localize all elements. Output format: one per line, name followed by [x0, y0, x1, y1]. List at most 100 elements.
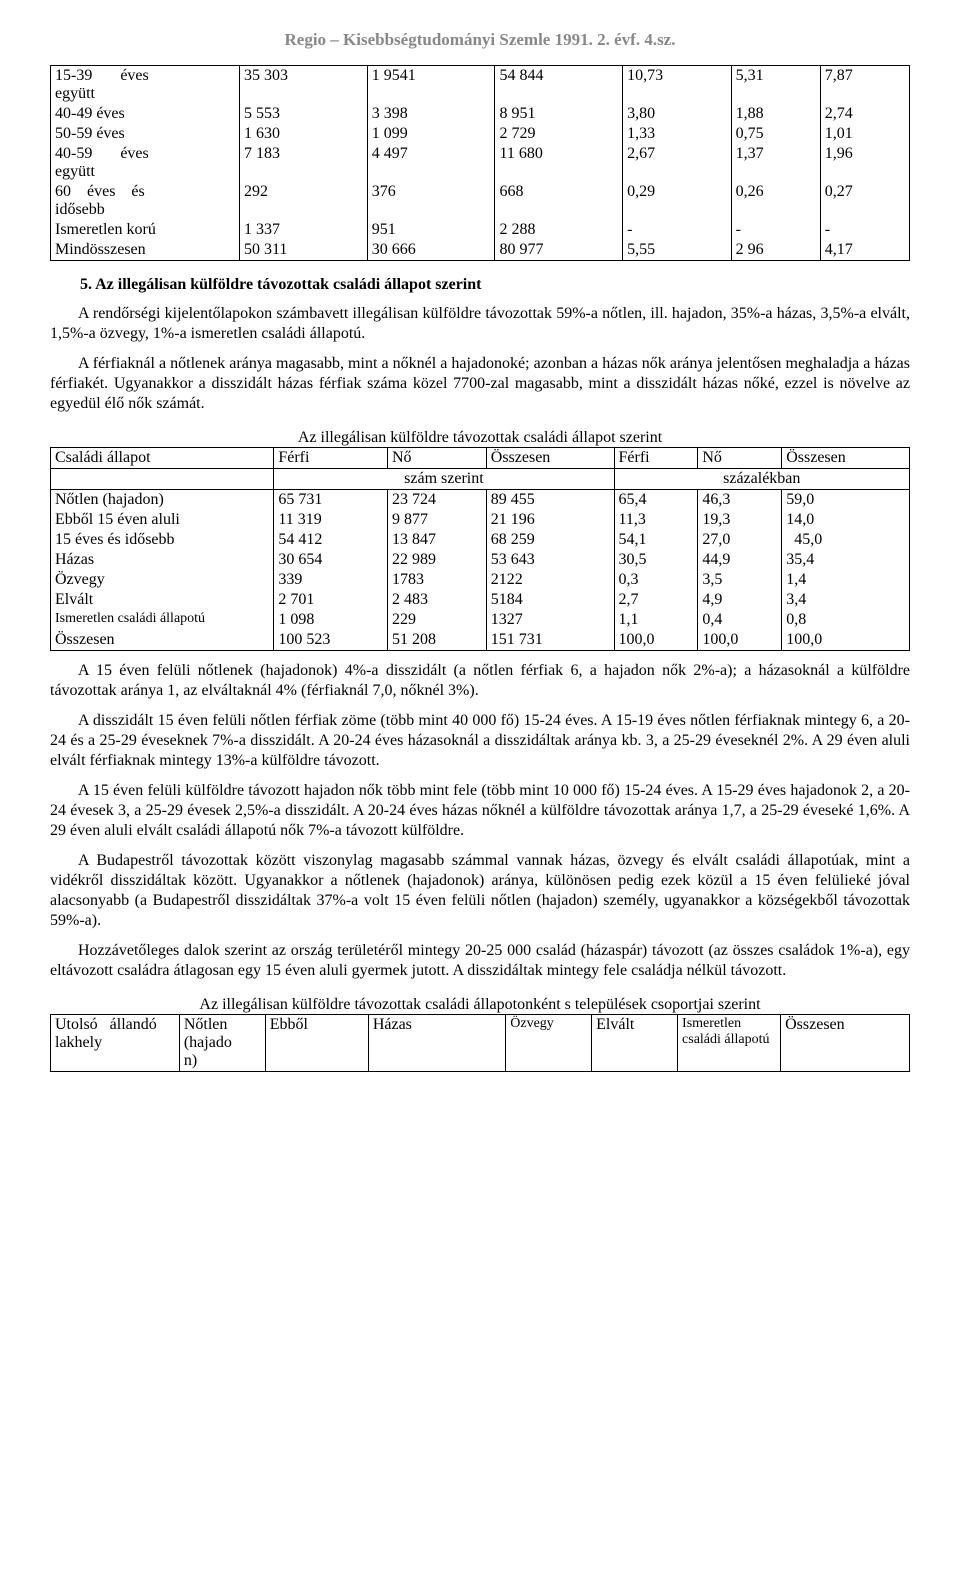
t2-r3c0: Házas: [51, 550, 274, 570]
t2-r3c3: 53 643: [486, 550, 614, 570]
t1-r0c3: 54 844: [495, 66, 623, 105]
t2-r3c2: 22 989: [388, 550, 487, 570]
t2-r0c3: 89 455: [486, 490, 614, 511]
t3-h7: Összesen: [781, 1015, 910, 1072]
t2-r5c0: Elvált: [51, 590, 274, 610]
t1-r6c1: 50 311: [239, 240, 367, 261]
t2-r7c0: Összesen: [51, 630, 274, 651]
t1-r1c2: 3 398: [367, 104, 495, 124]
t1-r2c5: 0,75: [731, 124, 820, 144]
t1-r1c6: 2,74: [820, 104, 909, 124]
t1-r3c0: 40-59 éves együtt: [51, 144, 240, 182]
t1-r1c0: 40-49 éves: [51, 104, 240, 124]
t1-r2c6: 1,01: [820, 124, 909, 144]
t1-r3c2: 4 497: [367, 144, 495, 182]
t1-r5c0: Ismeretlen korú: [51, 220, 240, 240]
t2-r6c3: 1327: [486, 610, 614, 630]
t2-r2c1: 54 412: [274, 530, 388, 550]
t3-h5: Elvált: [592, 1015, 678, 1072]
t1-r0c2: 1 9541: [367, 66, 495, 105]
t2-r1c1: 11 319: [274, 510, 388, 530]
t1-r0c6: 7,87: [820, 66, 909, 105]
t2-r1c0: Ebből 15 éven aluli: [51, 510, 274, 530]
t1-r3c6: 1,96: [820, 144, 909, 182]
t2-sub2: százalékban: [614, 469, 910, 490]
t2-r1c6: 14,0: [782, 510, 910, 530]
t1-r4c2: 376: [367, 182, 495, 220]
t1-r4c3: 668: [495, 182, 623, 220]
t2-r4c1: 339: [274, 570, 388, 590]
t2-r0c4: 65,4: [614, 490, 698, 511]
t2-r6c0: Ismeretlen családi állapotú: [51, 610, 274, 630]
t2-r7c6: 100,0: [782, 630, 910, 651]
t2-r6c2: 229: [388, 610, 487, 630]
t2-r4c2: 1783: [388, 570, 487, 590]
table3-caption: Az illegálisan külföldre távozottak csal…: [50, 996, 910, 1014]
t2-r4c6: 1,4: [782, 570, 910, 590]
t1-r0c5: 5,31: [731, 66, 820, 105]
t2-r0c6: 59,0: [782, 490, 910, 511]
t3-h3: Házas: [368, 1015, 505, 1072]
t1-r0c1: 35 303: [239, 66, 367, 105]
t2-r2c3: 68 259: [486, 530, 614, 550]
t1-r0c4: 10,73: [623, 66, 731, 105]
t3-h4: Özvegy: [506, 1015, 592, 1072]
t1-r6c2: 30 666: [367, 240, 495, 261]
t2-r0c5: 46,3: [698, 490, 782, 511]
t2-r5c5: 4,9: [698, 590, 782, 610]
t1-r5c5: -: [731, 220, 820, 240]
t1-r5c2: 951: [367, 220, 495, 240]
t2-r0c2: 23 724: [388, 490, 487, 511]
t2-r5c1: 2 701: [274, 590, 388, 610]
t2-r7c3: 151 731: [486, 630, 614, 651]
t1-r2c4: 1,33: [623, 124, 731, 144]
t2-r2c6: 45,0: [782, 530, 910, 550]
t1-r2c0: 50-59 éves: [51, 124, 240, 144]
body-p3: A 15 éven felüli külföldre távozott haja…: [50, 781, 910, 841]
t1-r3c1: 7 183: [239, 144, 367, 182]
t2-r2c2: 13 847: [388, 530, 487, 550]
t2-r0c0: Nőtlen (hajadon): [51, 490, 274, 511]
page-header: Regio – Kisebbségtudományi Szemle 1991. …: [50, 30, 910, 50]
t2-r7c1: 100 523: [274, 630, 388, 651]
t2-r6c1: 1 098: [274, 610, 388, 630]
t1-r1c1: 5 553: [239, 104, 367, 124]
t1-r4c4: 0,29: [623, 182, 731, 220]
t1-r6c3: 80 977: [495, 240, 623, 261]
t3-h6: Ismeretlen családi állapotú: [678, 1015, 781, 1072]
body-p5: Hozzávetőleges dalok szerint az ország t…: [50, 941, 910, 981]
t1-r2c2: 1 099: [367, 124, 495, 144]
t2-r2c4: 54,1: [614, 530, 698, 550]
t2-r0c1: 65 731: [274, 490, 388, 511]
t2-r3c4: 30,5: [614, 550, 698, 570]
t2-h2: Nő: [388, 448, 487, 469]
t2-r4c3: 2122: [486, 570, 614, 590]
t2-r2c0: 15 éves és idősebb: [51, 530, 274, 550]
t2-r1c4: 11,3: [614, 510, 698, 530]
t1-r5c4: -: [623, 220, 731, 240]
table-age-groups: 15-39 éves együtt 35 303 1 9541 54 844 1…: [50, 65, 910, 261]
t1-r1c3: 8 951: [495, 104, 623, 124]
t1-r1c4: 3,80: [623, 104, 731, 124]
t1-r6c5: 2 96: [731, 240, 820, 261]
t2-r6c6: 0,8: [782, 610, 910, 630]
t2-r2c5: 27,0: [698, 530, 782, 550]
t1-r6c6: 4,17: [820, 240, 909, 261]
table-settlements: Utolsó állandó lakhely Nőtlen (hajadon) …: [50, 1014, 910, 1072]
t2-r1c2: 9 877: [388, 510, 487, 530]
t2-r4c5: 3,5: [698, 570, 782, 590]
t1-r4c5: 0,26: [731, 182, 820, 220]
t1-r2c1: 1 630: [239, 124, 367, 144]
table-marital-status: Családi állapot Férfi Nő Összesen Férfi …: [50, 447, 910, 651]
t2-h5: Nő: [698, 448, 782, 469]
table2-caption: Az illegálisan külföldre távozottak csal…: [50, 429, 910, 447]
section-5-title: 5. Az illegálisan külföldre távozottak c…: [80, 276, 910, 294]
t2-h3: Összesen: [486, 448, 614, 469]
t2-r6c4: 1,1: [614, 610, 698, 630]
t2-h6: Összesen: [782, 448, 910, 469]
t1-r3c5: 1,37: [731, 144, 820, 182]
t3-h2: Ebből: [265, 1015, 368, 1072]
t1-r5c6: -: [820, 220, 909, 240]
t2-h0: Családi állapot: [51, 448, 274, 469]
t1-r6c4: 5,55: [623, 240, 731, 261]
